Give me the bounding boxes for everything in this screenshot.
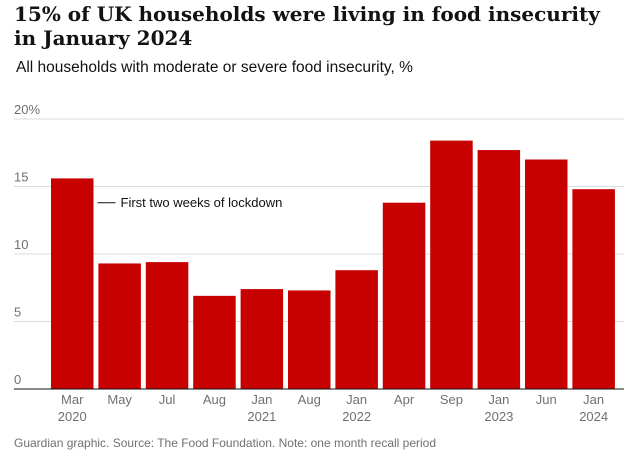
y-tick-label: 0 (14, 372, 21, 387)
y-tick-label: 20% (14, 102, 40, 117)
x-tick-label: 2024 (579, 409, 608, 424)
y-tick-label: 10 (14, 237, 28, 252)
x-tick-label: Aug (298, 392, 321, 407)
y-tick-label: 15 (14, 170, 28, 185)
x-tick-label: Jan (346, 392, 367, 407)
bar (145, 262, 189, 389)
chart-subtitle: All households with moderate or severe f… (16, 59, 413, 76)
bar (477, 150, 521, 389)
bar (193, 295, 236, 389)
y-tick-label: 5 (14, 305, 21, 320)
chart-title: 15% of UK households were living in food… (14, 2, 600, 50)
x-tick-label: Sep (440, 392, 463, 407)
annotations: First two weeks of lockdown (97, 195, 283, 210)
bar (525, 159, 568, 389)
x-tick-label: Jul (159, 392, 176, 407)
bar (335, 270, 378, 389)
bar (572, 189, 615, 389)
bar (288, 290, 331, 389)
bar-chart: 0 5 10 15 20% Mar 2020 May Jul Aug Jan 2021 Aug Jan 2… (14, 102, 624, 424)
x-tick-label: May (107, 392, 132, 407)
bar (430, 140, 473, 389)
bar (240, 289, 284, 389)
x-tick-label: 2023 (484, 409, 513, 424)
x-tick-label: 2022 (342, 409, 371, 424)
x-tick-label: Jun (536, 392, 557, 407)
x-tick-label: Jan (251, 392, 272, 407)
bar (51, 178, 94, 389)
category-labels: Mar 2020 May Jul Aug Jan 2021 Aug Jan 2022 Apr Sep J… (58, 392, 608, 424)
bar (382, 202, 426, 389)
x-tick-label: 2021 (247, 409, 276, 424)
bars (51, 140, 615, 389)
x-tick-label: Apr (394, 392, 415, 407)
x-tick-label: Jan (488, 392, 509, 407)
x-tick-label: Aug (203, 392, 226, 407)
annotation-label: First two weeks of lockdown (121, 195, 283, 210)
bar (98, 263, 141, 389)
x-tick-label: 2020 (58, 409, 87, 424)
source-note: Guardian graphic. Source: The Food Found… (14, 436, 437, 450)
x-tick-label: Mar (61, 392, 84, 407)
x-tick-label: Jan (583, 392, 604, 407)
